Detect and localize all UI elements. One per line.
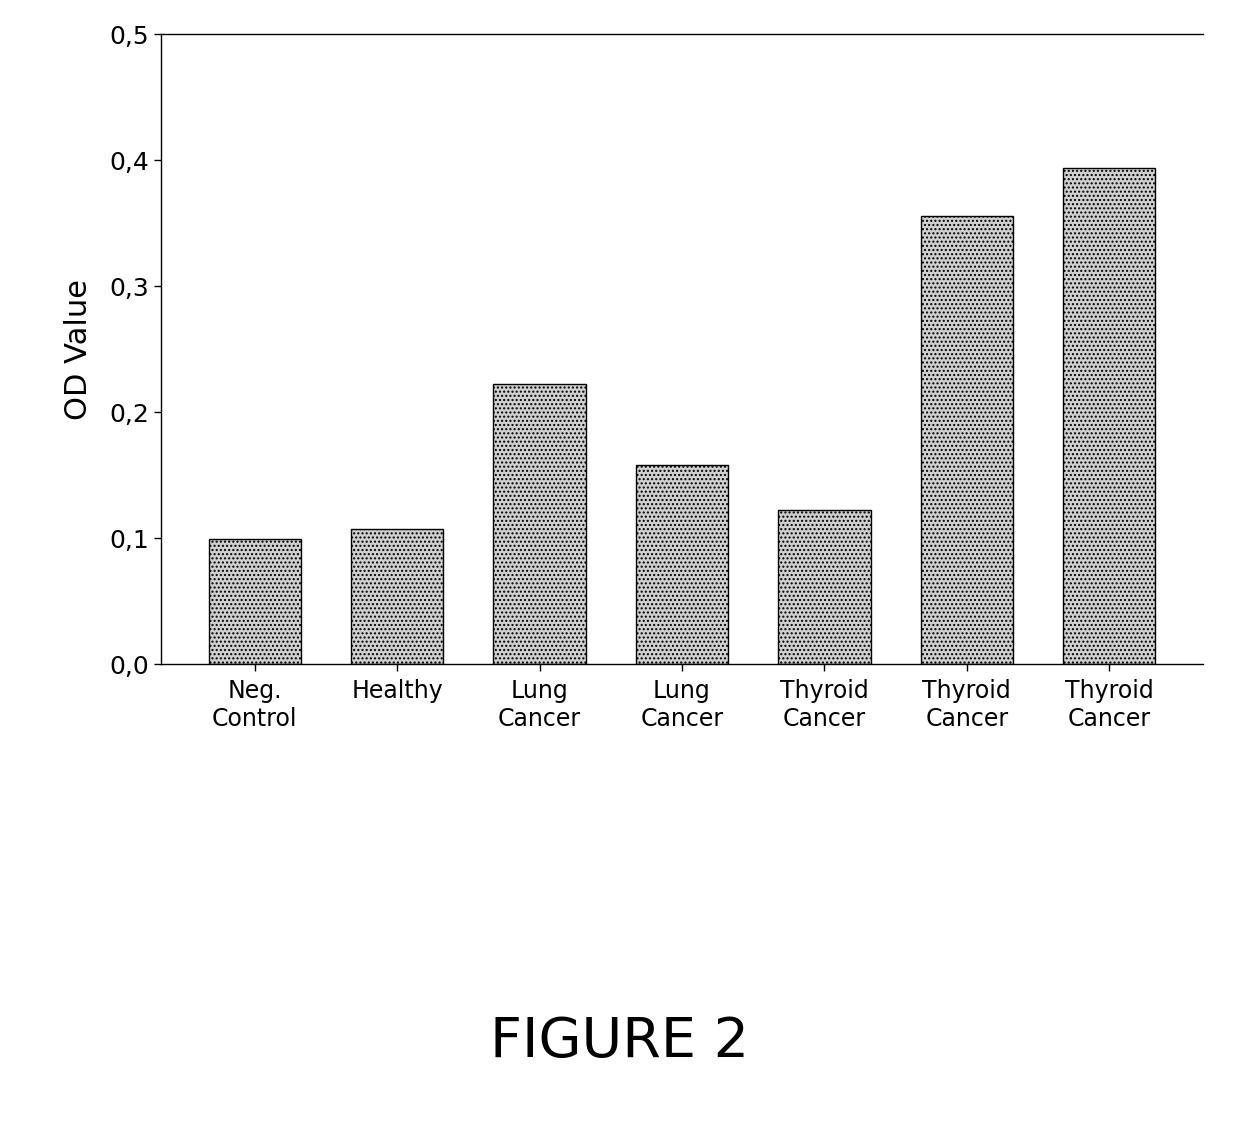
Bar <box>494 385 585 664</box>
Bar <box>920 215 1013 664</box>
Bar <box>779 511 870 664</box>
Text: FIGURE 2: FIGURE 2 <box>491 1014 749 1069</box>
Y-axis label: OD Value: OD Value <box>63 278 93 420</box>
Bar <box>351 529 444 664</box>
Bar <box>636 465 728 664</box>
Bar <box>208 539 301 664</box>
Bar <box>1063 168 1156 664</box>
